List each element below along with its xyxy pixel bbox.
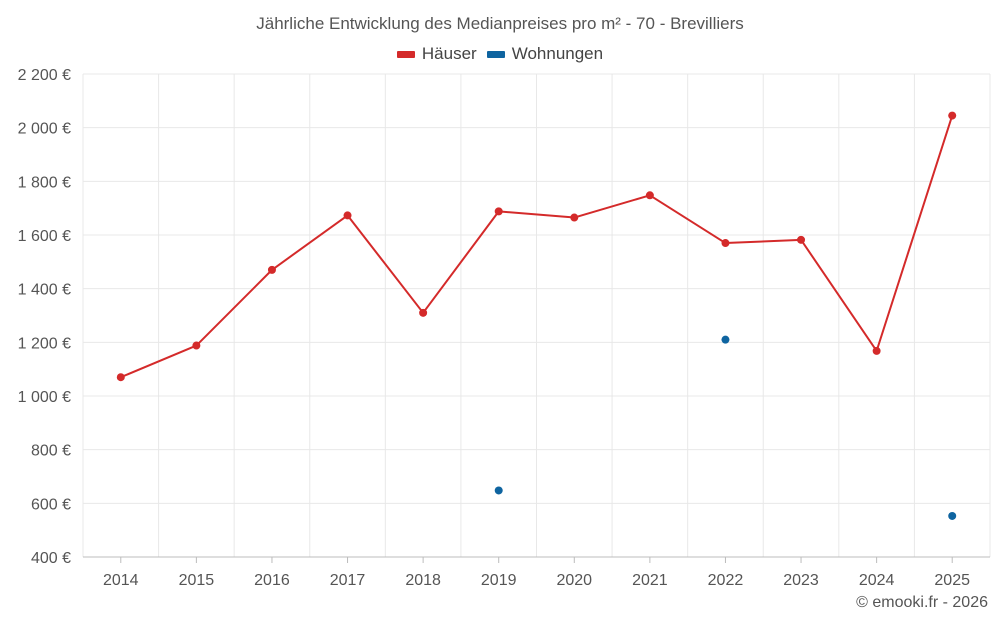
- legend-swatch-wohnungen: [486, 50, 505, 58]
- data-point-wohnungen: [948, 511, 957, 520]
- y-tick-label: 1 400 €: [18, 282, 71, 299]
- data-point-haeuser: [797, 235, 806, 244]
- legend-item-haeuser[interactable]: Häuser: [396, 44, 477, 64]
- data-point-haeuser: [267, 265, 276, 274]
- data-point-haeuser: [721, 239, 730, 248]
- series-line-haeuser: [120, 115, 954, 379]
- x-tick-label: 2021: [632, 572, 668, 589]
- x-tick-label: 2015: [179, 572, 215, 589]
- chart-title: Jährliche Entwicklung des Medianpreises …: [256, 14, 744, 33]
- axes: 400 € 600 € 800 € 1 000 € 1 200 € 1 400 € 1 60…: [18, 67, 990, 589]
- legend-label-wohnungen: Wohnungen: [511, 44, 604, 63]
- y-tick-label: 600 €: [31, 496, 71, 513]
- y-tick-label: 800 €: [31, 443, 71, 460]
- series-layer: [116, 111, 957, 520]
- y-tick-label: 1 600 €: [18, 228, 71, 245]
- x-tick-label: 2017: [330, 572, 366, 589]
- data-point-haeuser: [872, 346, 881, 355]
- x-tick-label: 2018: [405, 572, 441, 589]
- y-tick-label: 1 800 €: [18, 174, 71, 191]
- x-tick-label: 2023: [783, 572, 819, 589]
- y-tick-label: 1 000 €: [18, 389, 71, 406]
- data-point-haeuser: [116, 373, 125, 382]
- y-tick-label: 2 000 €: [18, 121, 71, 138]
- legend-swatch-haeuser: [396, 50, 415, 58]
- legend: Häuser Wohnungen: [0, 44, 1000, 64]
- x-tick-label: 2022: [708, 572, 744, 589]
- grid-lines: [82, 73, 991, 557]
- y-tick-label: 400 €: [31, 550, 71, 567]
- y-tick-label: 2 200 €: [18, 67, 71, 84]
- x-tick-label: 2014: [103, 572, 139, 589]
- data-point-wohnungen: [494, 486, 503, 495]
- legend-label-haeuser: Häuser: [421, 44, 477, 63]
- legend-item-wohnungen[interactable]: Wohnungen: [486, 44, 604, 64]
- data-point-wohnungen: [721, 335, 730, 344]
- y-tick-label: 1 200 €: [18, 335, 71, 352]
- x-tick-label: 2020: [556, 572, 592, 589]
- data-point-haeuser: [419, 308, 428, 317]
- data-point-haeuser: [192, 341, 201, 350]
- data-point-haeuser: [948, 111, 957, 120]
- data-point-haeuser: [645, 191, 654, 200]
- credit: © emooki.fr - 2026: [856, 594, 988, 611]
- x-tick-label: 2025: [934, 572, 970, 589]
- data-point-haeuser: [343, 211, 352, 220]
- x-tick-label: 2024: [859, 572, 895, 589]
- x-tick-label: 2019: [481, 572, 517, 589]
- data-point-haeuser: [494, 207, 503, 216]
- x-tick-label: 2016: [254, 572, 290, 589]
- data-point-haeuser: [570, 213, 579, 222]
